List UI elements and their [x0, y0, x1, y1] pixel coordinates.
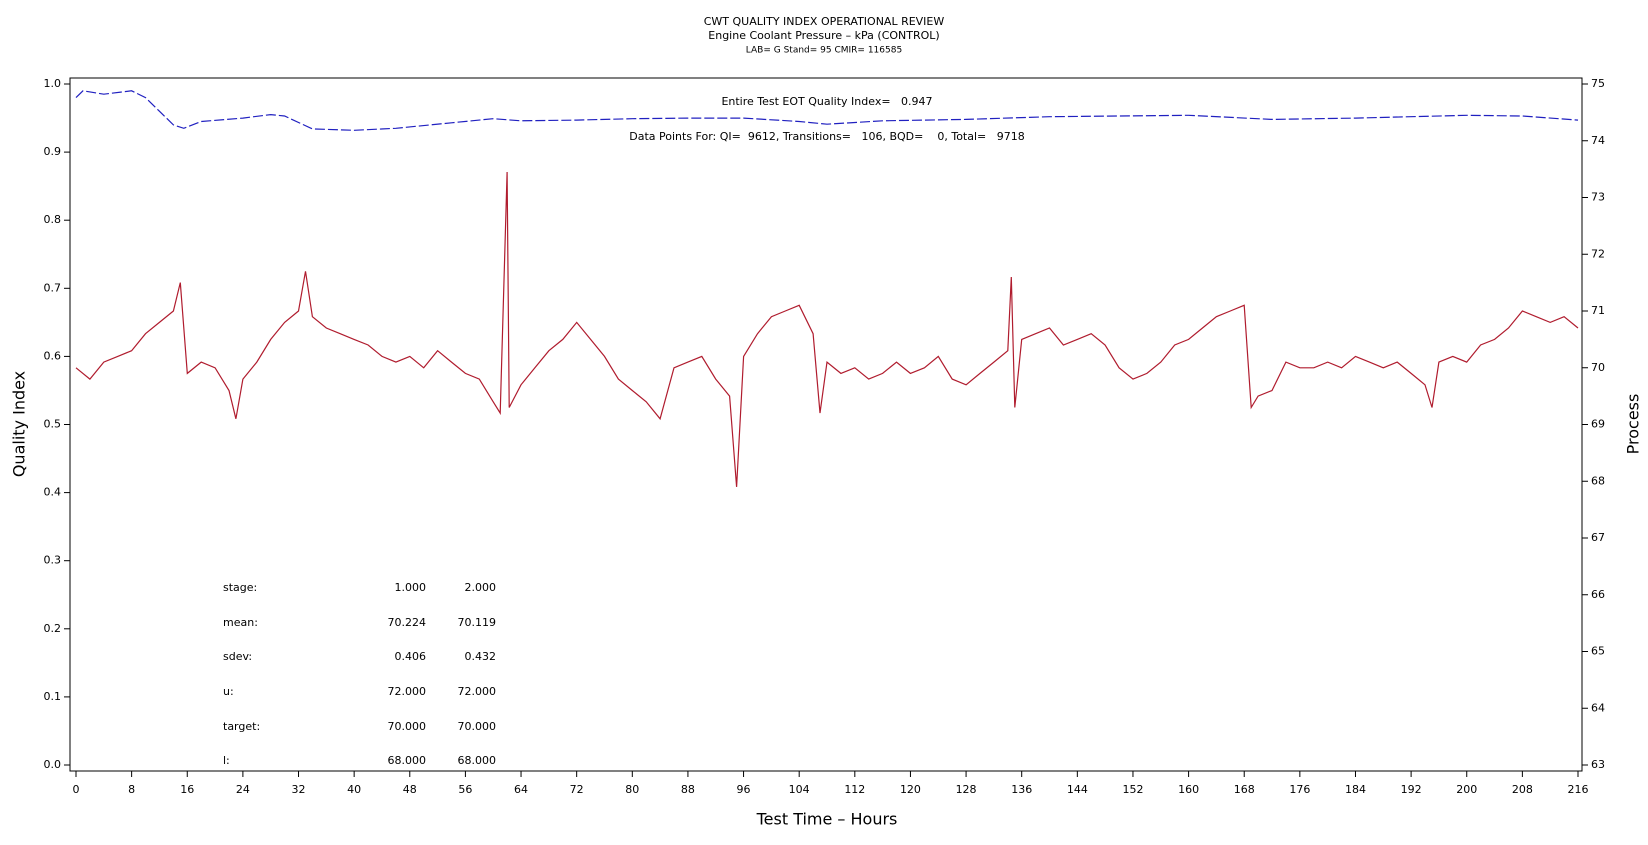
chart-subtitle: Engine Coolant Pressure – kPa (CONTROL)	[708, 29, 939, 42]
x-tick-label: 32	[292, 783, 306, 796]
x-tick-label: 192	[1401, 783, 1422, 796]
x-tick-label: 56	[458, 783, 472, 796]
x-axis-label: Test Time – Hours	[756, 810, 898, 829]
stats-label: mean:	[223, 616, 258, 629]
stats-label: target:	[223, 720, 260, 733]
y-tick-label: 0.8	[44, 213, 62, 226]
stats-value: 70.000	[458, 720, 497, 733]
y2-tick-label: 65	[1591, 645, 1605, 658]
x-tick-label: 88	[681, 783, 695, 796]
x-tick-label: 80	[625, 783, 639, 796]
y2-tick-label: 71	[1591, 304, 1605, 317]
data-line	[75, 171, 1579, 487]
x-tick-label: 200	[1456, 783, 1477, 796]
stats-value: 1.000	[395, 581, 427, 594]
y-tick-label: 0.9	[44, 145, 62, 158]
chart-title: CWT QUALITY INDEX OPERATIONAL REVIEW	[704, 15, 945, 28]
y2-tick-label: 68	[1591, 474, 1605, 487]
y-axis-label: Quality Index	[10, 371, 29, 477]
x-tick-label: 120	[900, 783, 921, 796]
x-tick-label: 0	[73, 783, 80, 796]
stats-value: 70.224	[388, 616, 427, 629]
y-tick-label: 0.3	[44, 554, 62, 567]
x-tick-label: 112	[844, 783, 865, 796]
y2-tick-label: 69	[1591, 418, 1605, 431]
data-line	[75, 90, 1579, 131]
x-tick-label: 48	[403, 783, 417, 796]
y2-tick-label: 70	[1591, 361, 1605, 374]
y-tick-label: 0.5	[44, 418, 62, 431]
stats-value: 72.000	[388, 685, 427, 698]
x-tick-label: 216	[1568, 783, 1589, 796]
stats-value: 0.432	[465, 650, 497, 663]
x-tick-label: 160	[1178, 783, 1199, 796]
stats-value: 2.000	[465, 581, 497, 594]
y-tick-label: 0.6	[44, 349, 62, 362]
y-tick-label: 0.2	[44, 622, 62, 635]
plot-frame	[69, 77, 1583, 772]
y2-tick-label: 63	[1591, 758, 1605, 771]
y-tick-label: 0.7	[44, 281, 62, 294]
x-tick-label: 176	[1289, 783, 1310, 796]
y2-tick-label: 75	[1591, 77, 1605, 90]
y-tick-label: 0.4	[44, 486, 62, 499]
x-tick-label: 24	[236, 783, 250, 796]
stats-value: 0.406	[395, 650, 427, 663]
stats-label: u:	[223, 685, 234, 698]
x-tick-label: 16	[180, 783, 194, 796]
y2-tick-label: 72	[1591, 247, 1605, 260]
x-tick-label: 184	[1345, 783, 1366, 796]
stats-label: l:	[223, 754, 230, 767]
stats-value: 72.000	[458, 685, 497, 698]
y-tick-label: 0.1	[44, 690, 62, 703]
x-tick-label: 96	[737, 783, 751, 796]
chart-subtitle: LAB= G Stand= 95 CMIR= 116585	[746, 46, 902, 56]
y2-tick-label: 73	[1591, 191, 1605, 204]
stats-value: 70.000	[388, 720, 427, 733]
stats-label: stage:	[223, 581, 257, 594]
annotation: Entire Test EOT Quality Index= 0.947	[721, 95, 932, 108]
y2-tick-label: 66	[1591, 588, 1605, 601]
stats-value: 70.119	[458, 616, 497, 629]
y-tick-label: 1.0	[44, 77, 62, 90]
x-tick-label: 168	[1234, 783, 1255, 796]
y2-axis-label: Process	[1624, 394, 1643, 455]
y2-tick-label: 64	[1591, 701, 1605, 714]
x-tick-label: 136	[1011, 783, 1032, 796]
y2-tick-label: 74	[1591, 134, 1605, 147]
x-tick-label: 128	[956, 783, 977, 796]
x-tick-label: 152	[1122, 783, 1143, 796]
x-tick-label: 72	[570, 783, 584, 796]
x-tick-label: 104	[789, 783, 810, 796]
y2-tick-label: 67	[1591, 531, 1605, 544]
x-tick-label: 208	[1512, 783, 1533, 796]
stats-label: sdev:	[223, 650, 252, 663]
y-tick-label: 0.0	[44, 758, 62, 771]
stats-value: 68.000	[458, 754, 497, 767]
stats-value: 68.000	[388, 754, 427, 767]
annotation: Data Points For: QI= 9612, Transitions= …	[629, 130, 1024, 143]
x-tick-label: 40	[347, 783, 361, 796]
x-tick-label: 8	[128, 783, 135, 796]
x-tick-label: 144	[1067, 783, 1088, 796]
x-tick-label: 64	[514, 783, 528, 796]
